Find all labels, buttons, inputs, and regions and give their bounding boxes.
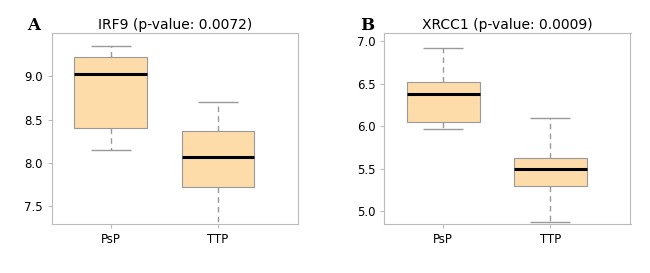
Bar (181, 131, 254, 186)
Bar (407, 82, 480, 122)
Title: XRCC1 (p-value: 0.0009): XRCC1 (p-value: 0.0009) (422, 17, 593, 32)
Text: A: A (27, 17, 40, 34)
Bar (75, 57, 148, 128)
Text: B: B (359, 17, 374, 34)
Title: IRF9 (p-value: 0.0072): IRF9 (p-value: 0.0072) (98, 17, 252, 32)
Bar (514, 158, 586, 186)
